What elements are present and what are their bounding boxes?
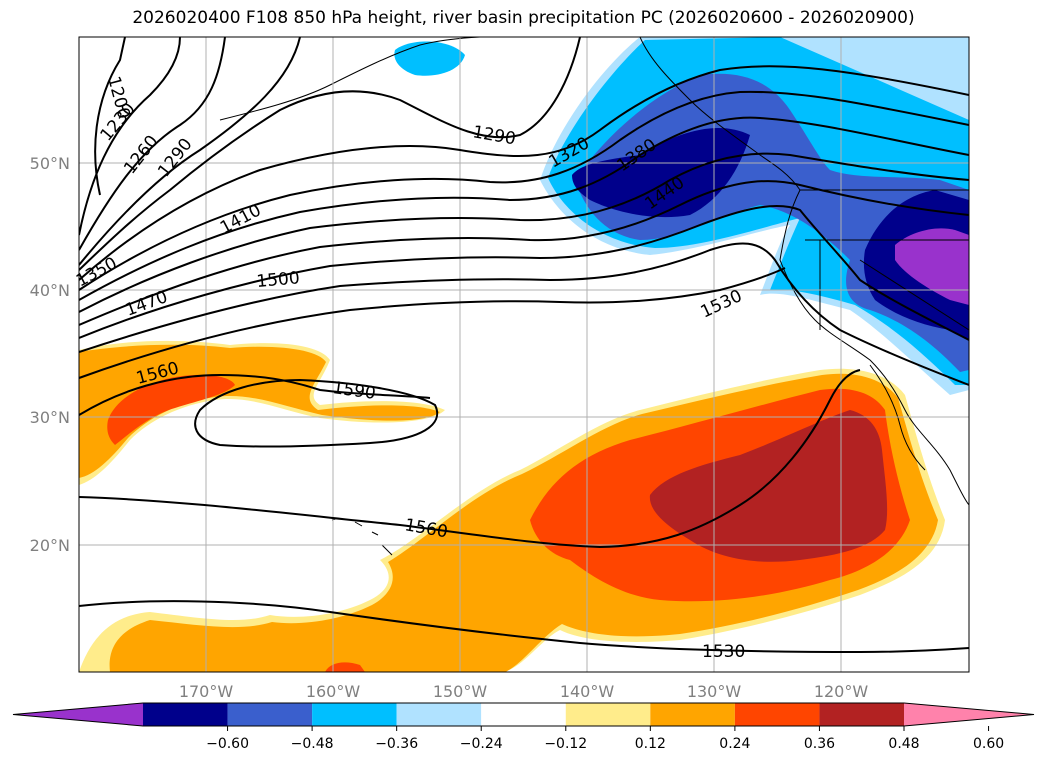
lon-axis-labels: 170°W 160°W 150°W 140°W 130°W 120°W bbox=[179, 682, 869, 701]
colorbar-tick-label: 0.12 bbox=[635, 736, 666, 752]
colorbar-segment bbox=[143, 703, 228, 726]
lon-label-160w: 160°W bbox=[306, 682, 361, 701]
contour-1260 bbox=[79, 37, 226, 251]
colorbar-segment bbox=[481, 703, 566, 726]
colorbar-extend-right bbox=[904, 703, 1034, 726]
contour-1350 bbox=[79, 90, 969, 291]
contour-1560-b bbox=[79, 369, 861, 549]
colorbar-segment bbox=[734, 703, 820, 726]
lat-label-30n: 30°N bbox=[30, 408, 70, 427]
colorbar-tick-label: −0.36 bbox=[375, 736, 418, 752]
coast-alaska bbox=[219, 37, 481, 121]
contour-label-1500: 1500 bbox=[256, 268, 301, 292]
lat-label-40n: 40°N bbox=[30, 281, 70, 300]
colorbar: −0.60 −0.48 −0.36 −0.24 −0.12 0.12 0.24 0.36 0.4… bbox=[12, 702, 1035, 752]
colorbar-tick-label: 0.24 bbox=[719, 736, 750, 752]
lon-label-130w: 130°W bbox=[687, 682, 742, 701]
colorbar-tick-label: −0.12 bbox=[544, 736, 587, 752]
contour-1590 bbox=[194, 378, 439, 448]
lon-label-140w: 140°W bbox=[560, 682, 615, 701]
lon-label-120w: 120°W bbox=[814, 682, 869, 701]
colorbar-segment bbox=[312, 703, 397, 726]
contour-1560-a bbox=[79, 373, 431, 416]
colorbar-tick-label: −0.48 bbox=[291, 736, 334, 752]
map-title: 2026020400 F108 850 hPa height, river ba… bbox=[132, 8, 915, 28]
lon-label-150w: 150°W bbox=[433, 682, 488, 701]
contour-1440 bbox=[79, 180, 969, 326]
contour-1500 bbox=[79, 242, 969, 386]
colorbar-outline bbox=[12, 702, 1035, 727]
state-borders bbox=[800, 189, 969, 331]
contour-1530-b bbox=[79, 600, 969, 654]
contour-1410 bbox=[79, 152, 969, 313]
lat-label-20n: 20°N bbox=[30, 536, 70, 555]
pos-shade-small-sw bbox=[325, 662, 365, 672]
colorbar-segment bbox=[396, 703, 482, 726]
lat-label-50n: 50°N bbox=[30, 154, 70, 173]
lat-axis-labels: 50°N 40°N 30°N 20°N bbox=[30, 154, 70, 555]
neg-shade-purple bbox=[895, 228, 969, 305]
contour-1530-a bbox=[79, 267, 786, 379]
lon-label-170w: 170°W bbox=[179, 682, 234, 701]
pos-shade-darkred-e bbox=[649, 410, 888, 562]
contour-label-1530-b: 1530 bbox=[702, 642, 745, 662]
colorbar-segment bbox=[819, 703, 904, 726]
colorbar-segment bbox=[227, 703, 313, 726]
coast-baja bbox=[869, 364, 926, 471]
contour-1290-b bbox=[79, 37, 581, 271]
map-frame bbox=[78, 36, 970, 673]
colorbar-tick-label: 0.36 bbox=[804, 736, 835, 752]
colorbar-tick-label: −0.24 bbox=[460, 736, 503, 752]
colorbar-segment bbox=[565, 703, 651, 726]
contour-1230 bbox=[79, 37, 181, 236]
contour-1290-a bbox=[79, 37, 301, 266]
colorbar-extend-left bbox=[13, 703, 143, 726]
colorbar-tick-label: 0.60 bbox=[973, 736, 1004, 752]
contour-1470 bbox=[79, 204, 969, 341]
colorbar-tick-label: 0.48 bbox=[888, 736, 919, 752]
colorbar-segment bbox=[650, 703, 735, 726]
pos-shade-orange-w bbox=[79, 344, 440, 478]
colorbar-tick-label: −0.60 bbox=[206, 736, 249, 752]
shading-layer bbox=[79, 37, 969, 672]
neg-shade-sky-small bbox=[394, 41, 465, 76]
pos-shade-red-w bbox=[107, 374, 235, 445]
contour-1200 bbox=[94, 37, 126, 196]
height-contours bbox=[79, 37, 969, 654]
contour-1320 bbox=[79, 65, 969, 281]
contour-1380 bbox=[79, 116, 969, 301]
gridlines bbox=[79, 37, 969, 672]
